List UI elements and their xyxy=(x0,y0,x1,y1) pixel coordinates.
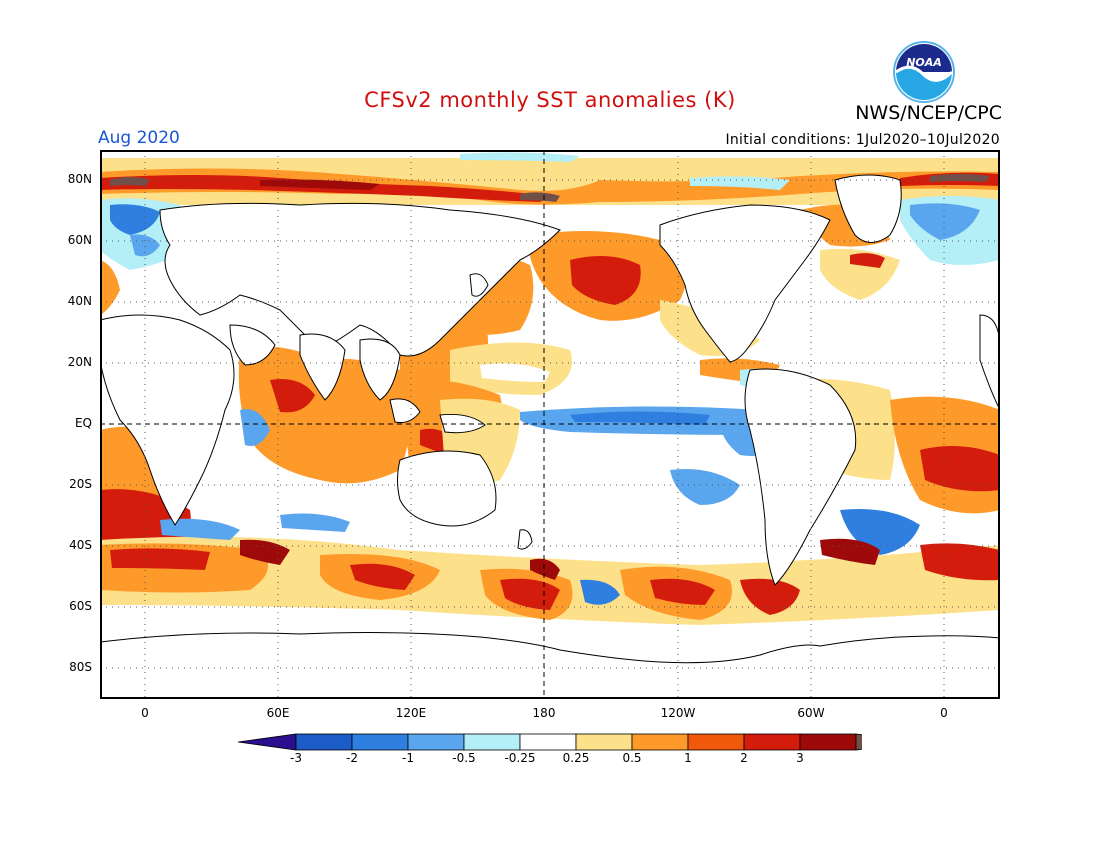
anomaly-region xyxy=(570,411,710,425)
lon-label: 60E xyxy=(266,706,290,720)
land-greenland xyxy=(834,174,902,243)
lon-label: 120E xyxy=(395,706,427,720)
colorbar-arrow-low xyxy=(238,733,297,751)
colorbar-label: 1 xyxy=(684,751,692,765)
land-indochina xyxy=(359,338,401,401)
colorbar-swatch xyxy=(463,733,521,751)
anomaly-region xyxy=(270,379,315,413)
map-frame xyxy=(100,150,1000,699)
anomaly-region xyxy=(570,256,641,305)
land-africa xyxy=(100,314,235,526)
lon-label: 180 xyxy=(532,706,556,720)
anomaly-region xyxy=(240,409,270,446)
land-australia xyxy=(397,450,497,527)
lat-label: 20S xyxy=(69,477,92,491)
lat-label: 40N xyxy=(67,294,92,308)
anomaly-region xyxy=(920,543,1000,581)
land-africa-east xyxy=(979,314,1000,411)
anomaly-region xyxy=(110,204,160,235)
colorbar-swatch xyxy=(575,733,633,751)
land-new-zealand xyxy=(517,529,533,550)
colorbar-label: 2 xyxy=(740,751,748,765)
anomaly-region xyxy=(100,175,550,202)
anomaly-region xyxy=(520,192,560,202)
anomaly-region xyxy=(500,578,560,610)
map-title: CFSv2 monthly SST anomalies (K) xyxy=(364,88,736,112)
anomaly-region xyxy=(650,578,715,605)
anomaly-region xyxy=(910,203,980,240)
lat-label: 60S xyxy=(69,599,92,613)
anomaly-region xyxy=(930,174,990,182)
colorbar-swatch xyxy=(519,733,577,751)
land-north-america xyxy=(659,204,831,363)
anomaly-region xyxy=(130,234,160,257)
anomaly-region xyxy=(580,579,620,605)
colorbar-swatch xyxy=(799,733,857,751)
anomaly-region xyxy=(280,513,350,532)
colorbar-swatch xyxy=(295,733,353,751)
colorbar-swatch xyxy=(407,733,465,751)
colorbar-label: -0.25 xyxy=(504,751,536,765)
colorbar-swatch xyxy=(351,733,409,751)
colorbar-label: -2 xyxy=(346,751,358,765)
valid-month-label: Aug 2020 xyxy=(98,128,180,148)
lon-label: 60W xyxy=(797,706,825,720)
lon-label: 0 xyxy=(940,706,948,720)
land-south-america xyxy=(744,368,857,586)
colorbar-label: 0.5 xyxy=(622,751,642,765)
anomaly-region xyxy=(850,253,885,268)
lat-label: EQ xyxy=(74,416,92,430)
lat-label: 40S xyxy=(69,538,92,552)
land-arabia xyxy=(229,324,276,366)
anomaly-region xyxy=(480,363,550,382)
anomaly-region xyxy=(740,578,800,615)
colorbar-swatch xyxy=(743,733,801,751)
anomaly-region xyxy=(160,518,240,540)
colorbar-label: 3 xyxy=(796,751,804,765)
anomaly-region xyxy=(670,469,740,505)
colorbar-label: -3 xyxy=(290,751,302,765)
anomaly-region xyxy=(460,152,580,162)
anomaly-region xyxy=(260,179,380,190)
colorbar-swatch xyxy=(631,733,689,751)
colorbar-swatch xyxy=(687,733,745,751)
anomaly-region xyxy=(110,548,210,570)
land-japan xyxy=(469,273,489,297)
anomaly-region xyxy=(110,177,150,186)
colorbar xyxy=(238,733,862,751)
land-antarctica xyxy=(100,632,1000,699)
anomaly-region xyxy=(530,558,560,580)
noaa-logo: NOAA xyxy=(893,41,955,103)
anomaly-region xyxy=(100,168,1000,205)
anomaly-region xyxy=(820,538,880,565)
anomaly-region xyxy=(350,563,415,590)
initial-conditions-label: Initial conditions: 1Jul2020–10Jul2020 xyxy=(725,132,1000,148)
lat-label: 20N xyxy=(67,355,92,369)
colorbar-label: -0.5 xyxy=(452,751,476,765)
lat-label: 60N xyxy=(67,233,92,247)
lon-label: 0 xyxy=(141,706,149,720)
colorbar-label: -1 xyxy=(402,751,414,765)
agency-label: NWS/NCEP/CPC xyxy=(855,102,1002,124)
anomaly-region xyxy=(690,176,790,190)
equator-dateline xyxy=(100,150,1000,699)
colorbar-label: 0.25 xyxy=(562,751,590,765)
land-india xyxy=(299,333,346,401)
anomaly-region xyxy=(920,446,1000,492)
anomaly-region xyxy=(100,260,120,315)
land-borneo xyxy=(389,398,421,423)
lat-label: 80S xyxy=(69,660,92,674)
noaa-logo-text: NOAA xyxy=(906,56,942,69)
lat-label: 80N xyxy=(67,172,92,186)
colorbar-arrow-high xyxy=(855,733,862,751)
sst-anomaly-map xyxy=(100,150,1000,699)
lon-label: 120W xyxy=(660,706,696,720)
graticule xyxy=(100,150,1000,699)
